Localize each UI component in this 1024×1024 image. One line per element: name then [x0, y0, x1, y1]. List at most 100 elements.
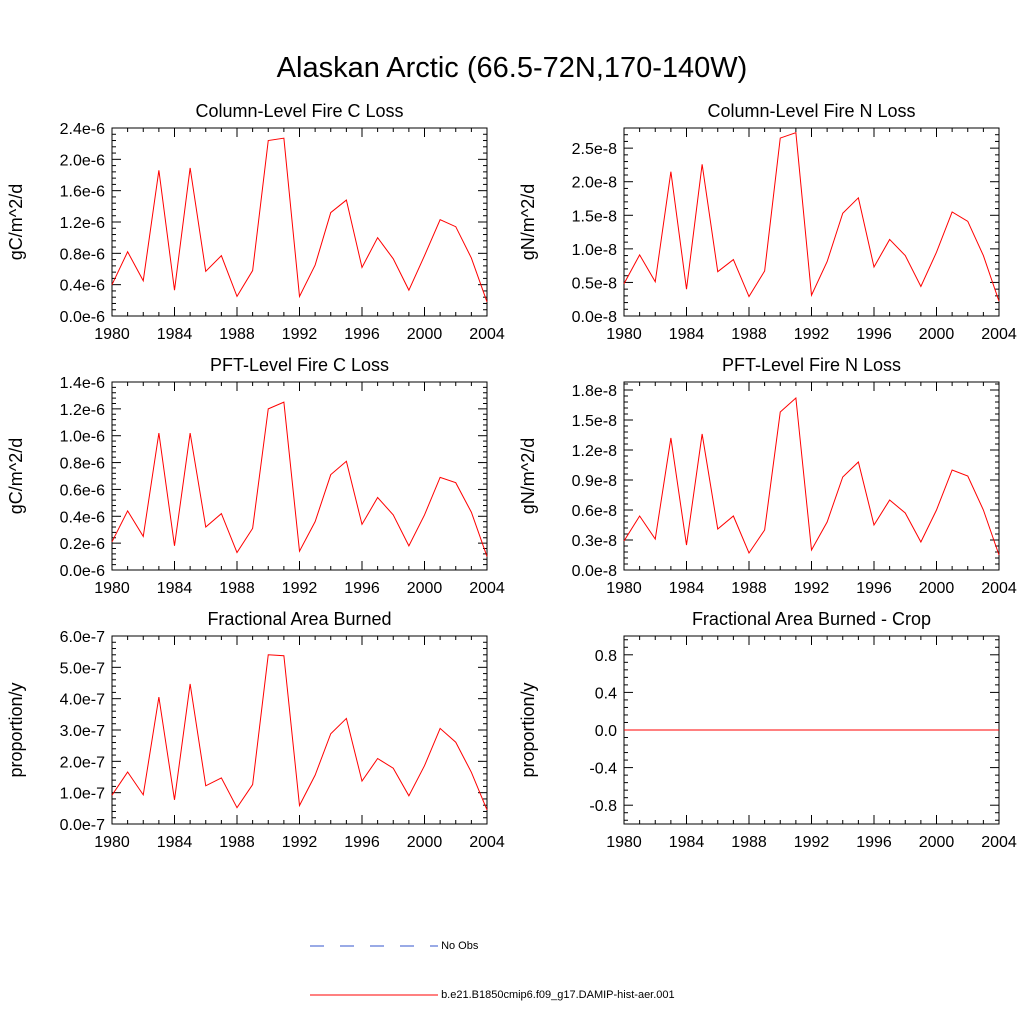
- plot-frame: [111, 127, 488, 317]
- y-tick-label: 6.0e-7: [60, 629, 105, 646]
- series-line-1: [623, 396, 1000, 556]
- y-tick-label: 0.0e-6: [60, 309, 105, 326]
- y-tick-label: 4.0e-7: [60, 692, 105, 709]
- y-axis-label: gC/m^2/d: [6, 184, 26, 260]
- panel-6: 1980 1984 1988 1992 1996 2000 2004 -0.8 -0.4 0.0 0…: [518, 609, 1017, 851]
- y-tick-label: 0.2e-6: [60, 536, 105, 553]
- panel-title: Fractional Area Burned: [207, 609, 391, 629]
- y-tick-label: 0.8e-6: [60, 246, 105, 263]
- y-tick-label: 1.0e-7: [60, 786, 105, 803]
- x-tick-label: 1988: [219, 580, 255, 597]
- plot-frame: [111, 381, 488, 571]
- y-tick-label: -0.4: [589, 761, 617, 778]
- plot-frame: [623, 381, 1000, 571]
- x-tick-label: 2004: [469, 326, 505, 343]
- y-axis-label: gN/m^2/d: [518, 438, 538, 514]
- legend-entry-model: b.e21.B1850cmip6.f09_g17.DAMIP-hist-aer.…: [310, 989, 675, 1001]
- y-tick-label: 1.2e-6: [60, 215, 105, 232]
- series-line-1: [623, 132, 1000, 302]
- x-tick-label: 2000: [407, 580, 443, 597]
- x-tick-label: 2004: [469, 580, 505, 597]
- y-tick-label: 1.5e-8: [572, 208, 617, 225]
- y-tick-label: 3.0e-7: [60, 723, 105, 740]
- y-tick-label: 1.0e-8: [572, 242, 617, 259]
- y-tick-label: 0.6e-6: [60, 482, 105, 499]
- panel-title: Fractional Area Burned - Crop: [692, 609, 931, 629]
- y-tick-label: 0.0: [595, 723, 617, 740]
- panel-3: 1980 1984 1988 1992 1996 2000 2004 0.0e-6 0.2e-6…: [6, 355, 505, 597]
- legend-line-model: [310, 994, 438, 996]
- panel-title: Column-Level Fire C Loss: [195, 101, 403, 121]
- y-axis-label: gC/m^2/d: [6, 438, 26, 514]
- x-tick-label: 2000: [919, 326, 955, 343]
- legend-label-model: b.e21.B1850cmip6.f09_g17.DAMIP-hist-aer.…: [441, 989, 675, 1002]
- x-tick-label: 1988: [731, 834, 767, 851]
- y-tick-label: 0.9e-8: [572, 473, 617, 490]
- panel-4: 1980 1984 1988 1992 1996 2000 2004 0.0e-8 0.3e-8…: [518, 355, 1017, 597]
- x-tick-label: 1984: [157, 326, 193, 343]
- x-tick-label: 2004: [981, 834, 1017, 851]
- x-tick-label: 1984: [157, 580, 193, 597]
- panel-1: 1980 1984 1988 1992 1996 2000 2004 0.0e-6 0.4e-6…: [6, 101, 505, 343]
- y-tick-label: 2.0e-6: [60, 152, 105, 169]
- x-tick-label: 1992: [794, 326, 830, 343]
- x-tick-label: 1988: [731, 580, 767, 597]
- x-tick-label: 1988: [219, 326, 255, 343]
- y-tick-label: 0.4e-6: [60, 509, 105, 526]
- x-tick-label: 1984: [669, 834, 705, 851]
- series-line-1: [111, 401, 488, 557]
- x-tick-label: 2000: [407, 326, 443, 343]
- y-tick-label: 0.8: [595, 648, 617, 665]
- y-tick-label: 2.4e-6: [60, 121, 105, 138]
- y-axis-label: proportion/y: [6, 682, 26, 777]
- y-tick-label: 0.0e-8: [572, 563, 617, 580]
- y-tick-label: 2.5e-8: [572, 141, 617, 158]
- x-tick-label: 2000: [919, 580, 955, 597]
- legend-line-obs: [310, 945, 438, 947]
- x-tick-label: 1992: [794, 834, 830, 851]
- x-tick-label: 1980: [606, 326, 642, 343]
- x-tick-label: 2000: [919, 834, 955, 851]
- x-tick-label: 1984: [669, 326, 705, 343]
- panel-title: Column-Level Fire N Loss: [707, 101, 915, 121]
- panel-title: PFT-Level Fire C Loss: [210, 355, 389, 375]
- panel-5: 1980 1984 1988 1992 1996 2000 2004 0.0e-7 1.0e-7…: [6, 609, 505, 851]
- x-tick-label: 1980: [94, 326, 130, 343]
- x-tick-label: 1980: [94, 580, 130, 597]
- y-tick-label: 1.0e-6: [60, 429, 105, 446]
- y-tick-label: 5.0e-7: [60, 660, 105, 677]
- y-tick-label: 2.0e-7: [60, 754, 105, 771]
- y-tick-label: 1.5e-8: [572, 413, 617, 430]
- y-tick-label: -0.8: [589, 798, 617, 815]
- series-line-1: [111, 137, 488, 303]
- x-tick-label: 1996: [344, 580, 380, 597]
- y-tick-label: 0.4e-6: [60, 278, 105, 295]
- y-tick-label: 0.5e-8: [572, 275, 617, 292]
- y-tick-label: 0.6e-8: [572, 503, 617, 520]
- x-tick-label: 1984: [669, 580, 705, 597]
- x-tick-label: 1988: [731, 326, 767, 343]
- legend-label-obs: No Obs: [441, 940, 479, 953]
- y-tick-label: 1.8e-8: [572, 383, 617, 400]
- x-tick-label: 1992: [282, 580, 318, 597]
- x-tick-label: 1992: [282, 834, 318, 851]
- y-tick-label: 0.0e-6: [60, 563, 105, 580]
- panel-title: PFT-Level Fire N Loss: [722, 355, 901, 375]
- x-tick-label: 2004: [981, 580, 1017, 597]
- y-tick-label: 1.6e-6: [60, 184, 105, 201]
- y-tick-label: 0.4: [595, 685, 617, 702]
- x-tick-label: 1996: [344, 834, 380, 851]
- y-tick-label: 1.2e-8: [572, 443, 617, 460]
- x-tick-label: 1992: [282, 326, 318, 343]
- y-tick-label: 1.2e-6: [60, 402, 105, 419]
- legend-entry-obs: No Obs: [310, 940, 478, 952]
- y-tick-label: 0.8e-6: [60, 456, 105, 473]
- x-tick-label: 1980: [606, 834, 642, 851]
- y-axis-label: gN/m^2/d: [518, 184, 538, 260]
- plot-frame: [111, 635, 488, 825]
- x-tick-label: 2000: [407, 834, 443, 851]
- x-tick-label: 1996: [344, 326, 380, 343]
- y-tick-label: 0.0e-8: [572, 309, 617, 326]
- series-line-1: [111, 654, 488, 811]
